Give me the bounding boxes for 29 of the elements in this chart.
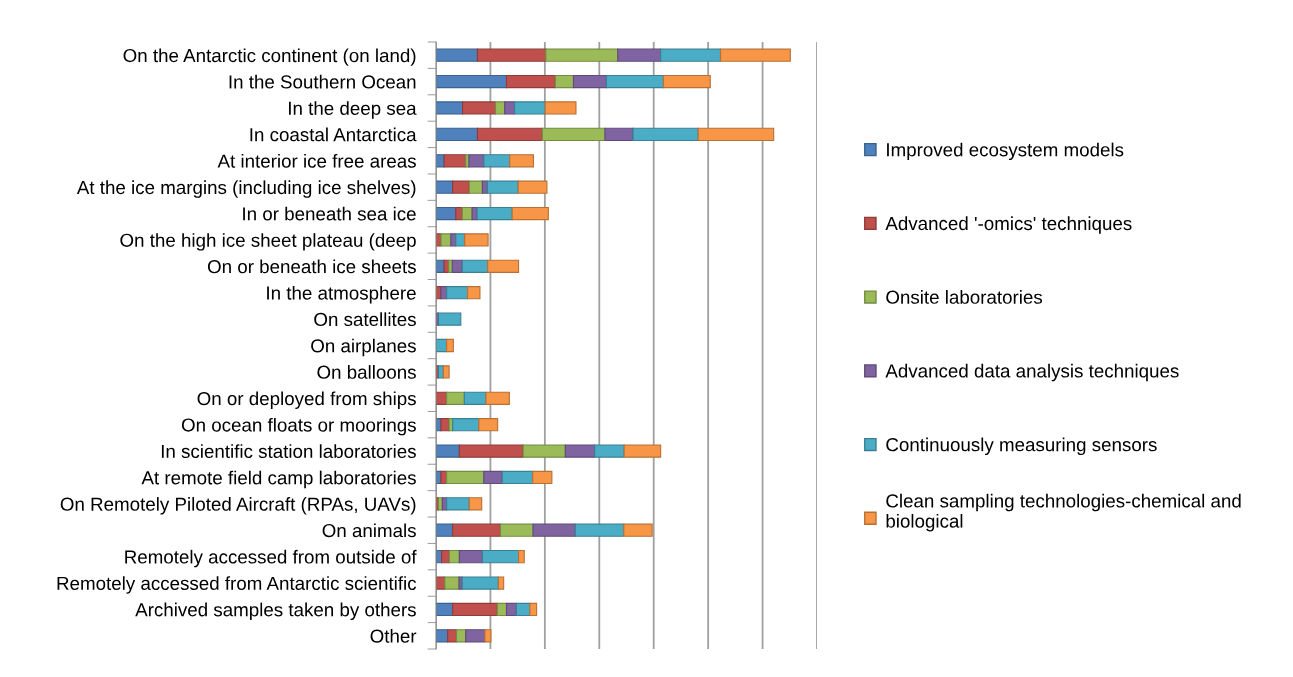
- y-tick-label: On or deployed from ships: [197, 391, 416, 409]
- y-tick-label: On satellites: [314, 312, 416, 327]
- y-tick-label: On balloons: [317, 365, 416, 379]
- y-tick-label: On the high ice sheet plateau (deep: [120, 233, 416, 251]
- y-tick-label: At the ice margins (including ice shelves): [76, 180, 416, 198]
- legend-label: Continuously measuring sensors: [886, 437, 1157, 456]
- y-tick-label: On the Antarctic continent (on land): [123, 48, 416, 66]
- y-tick-label: On or beneath ice sheets: [207, 259, 416, 274]
- legend-label: Clean sampling technologies-chemical and biological: [886, 493, 1241, 532]
- y-tick-label: Remotely accessed from outside of: [125, 549, 417, 568]
- y-tick-label: In or beneath sea ice: [243, 206, 416, 221]
- y-tick-label: In the Southern Ocean: [229, 74, 416, 89]
- y-tick-label: On ocean floats or moorings: [181, 417, 416, 436]
- y-tick-label: In coastal Antarctica: [250, 127, 417, 142]
- y-tick-label: On animals: [322, 523, 416, 538]
- legend-label: Advanced '-omics' techniques: [885, 216, 1132, 234]
- y-tick-label: At interior ice free areas: [217, 153, 416, 168]
- y-tick-label: In the atmosphere: [267, 285, 416, 304]
- y-tick-label: In the deep sea: [289, 101, 417, 119]
- legend-label: Onsite laboratories: [886, 290, 1043, 304]
- y-tick-label: At remote field camp laboratories: [141, 470, 416, 489]
- y-tick-label: Archived samples taken by others: [135, 602, 416, 621]
- y-tick-label: On airplanes: [311, 338, 416, 357]
- legend-label: Improved ecosystem models: [887, 142, 1124, 161]
- y-tick-label: Remotely accessed from Antarctic scientific: [57, 576, 417, 594]
- y-tick-label: On Remotely Piloted Aircraft (RPAs, UAVs): [60, 497, 416, 515]
- y-tick-label: Other: [370, 629, 417, 643]
- y-tick-label: In scientific station laboratories: [161, 444, 416, 459]
- legend-label: Advanced data analysis techniques: [885, 363, 1179, 382]
